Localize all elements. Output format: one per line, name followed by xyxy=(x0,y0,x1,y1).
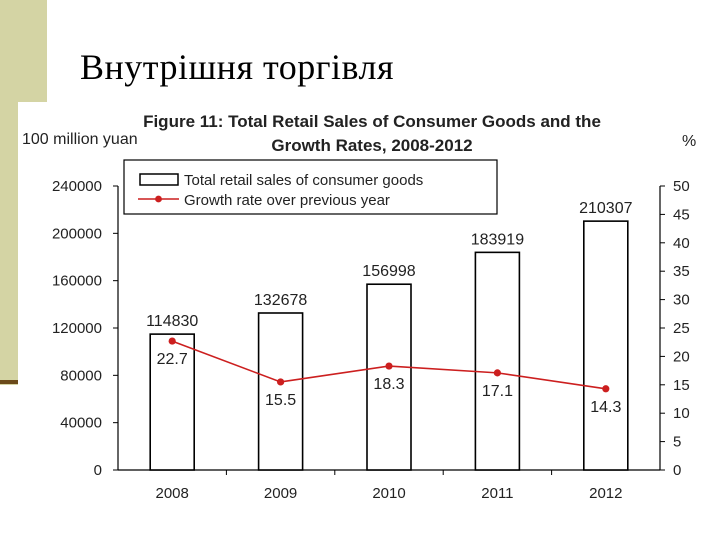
retail-sales-chart: Figure 11: Total Retail Sales of Consume… xyxy=(22,112,696,502)
right-axis-unit: % xyxy=(682,133,696,150)
growth-rate-point xyxy=(277,378,285,386)
right-tick-label: 20 xyxy=(673,348,690,365)
left-tick-label: 200000 xyxy=(52,225,102,242)
x-tick-label: 2012 xyxy=(589,485,622,502)
legend-box xyxy=(123,159,498,215)
bar-value-label: 156998 xyxy=(362,263,415,280)
x-tick-label: 2008 xyxy=(156,485,189,502)
growth-rate-point xyxy=(602,385,610,393)
growth-rate-label: 22.7 xyxy=(157,351,188,368)
bar-value-label: 210307 xyxy=(579,200,632,217)
legend-bar-swatch xyxy=(139,173,179,186)
bar-value-label: 132678 xyxy=(254,292,307,309)
legend: Total retail sales of consumer goods Gro… xyxy=(123,159,498,215)
right-tick-label: 40 xyxy=(673,235,690,252)
growth-rate-point xyxy=(493,369,501,377)
bar xyxy=(474,251,521,471)
left-tick-label: 160000 xyxy=(52,273,102,290)
left-tick-label: 40000 xyxy=(60,415,102,432)
right-tick-label: 50 xyxy=(673,178,690,195)
line-series xyxy=(168,337,610,393)
chart-title-line-2: Growth Rates, 2008-2012 xyxy=(271,136,472,155)
growth-rate-label: 15.5 xyxy=(265,392,296,409)
right-tick-label: 45 xyxy=(673,206,690,223)
left-tick-label: 0 xyxy=(94,462,102,479)
right-tick-label: 0 xyxy=(673,462,681,479)
bar-value-label: 183919 xyxy=(471,231,524,248)
growth-rate-label: 14.3 xyxy=(590,399,621,416)
axes: 0 40000 80000 120000 160000 200000 240000 0 5 10 1… xyxy=(52,178,690,502)
right-tick-label: 30 xyxy=(673,292,690,309)
left-tick-label: 120000 xyxy=(52,320,102,337)
bar xyxy=(366,283,412,471)
right-tick-label: 5 xyxy=(673,434,681,451)
growth-rate-label: 18.3 xyxy=(373,376,404,393)
growth-rate-point xyxy=(385,362,393,370)
left-tick-label: 80000 xyxy=(60,367,102,384)
left-axis-unit: 100 million yuan xyxy=(22,131,138,148)
legend-bar-label: Total retail sales of consumer goods xyxy=(184,172,423,189)
chart-frame: Figure 11: Total Retail Sales of Consume… xyxy=(18,102,706,512)
bar xyxy=(257,312,304,471)
right-tick-label: 35 xyxy=(673,263,690,280)
right-tick-label: 15 xyxy=(673,377,690,394)
x-tick-label: 2009 xyxy=(264,485,297,502)
x-tick-label: 2010 xyxy=(372,485,405,502)
growth-rate-label: 17.1 xyxy=(482,383,513,400)
legend-line-marker xyxy=(155,195,162,203)
bar xyxy=(149,333,195,471)
data-labels: 114830 132678 156998 183919 210307 22.7 15.5 18… xyxy=(146,200,632,416)
bar xyxy=(582,220,629,471)
bar-series xyxy=(149,220,629,471)
left-tick-label: 240000 xyxy=(52,178,102,195)
chart-title-line-1: Figure 11: Total Retail Sales of Consume… xyxy=(143,112,601,131)
legend-line-label: Growth rate over previous year xyxy=(184,192,390,209)
bar-value-label: 114830 xyxy=(146,313,198,330)
slide-title: Внутрішня торгівля xyxy=(80,47,395,87)
x-tick-label: 2011 xyxy=(481,485,513,502)
right-tick-label: 25 xyxy=(673,320,690,337)
right-tick-label: 10 xyxy=(673,405,690,422)
growth-rate-point xyxy=(168,337,176,345)
